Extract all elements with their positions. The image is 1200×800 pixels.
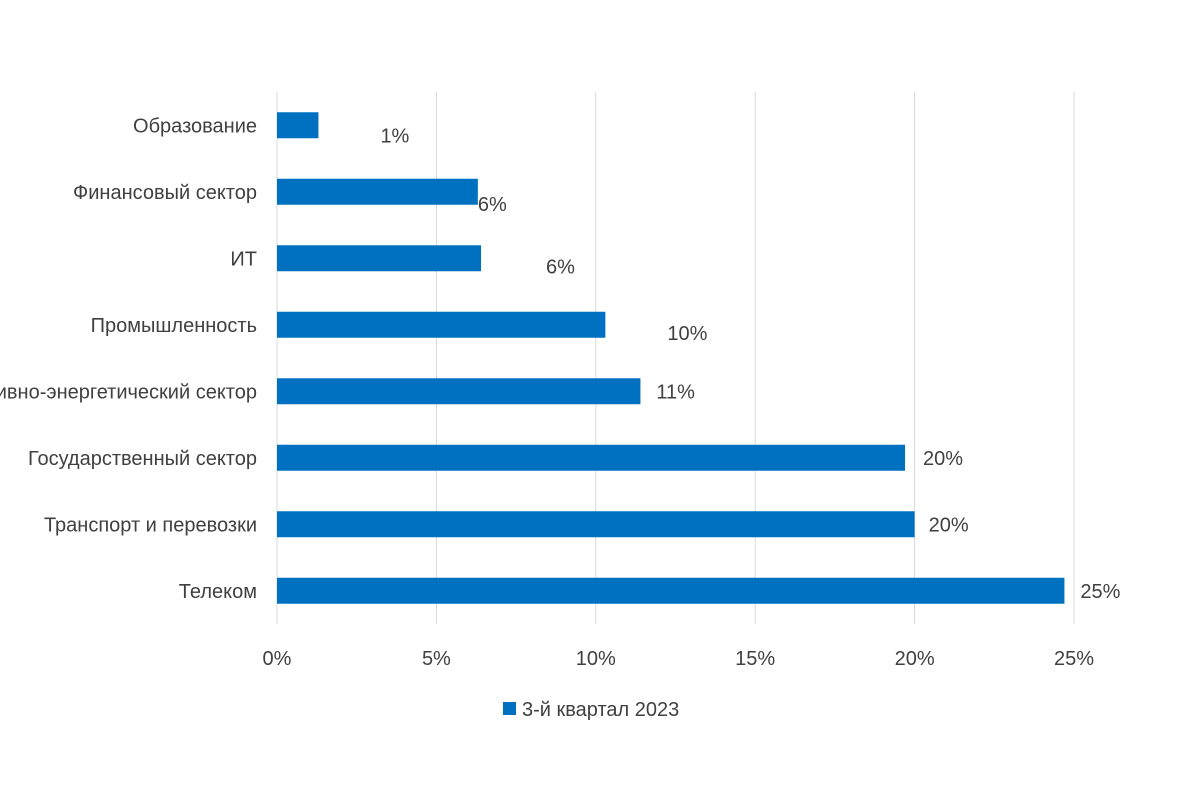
category-label: Образование bbox=[133, 115, 257, 137]
bar bbox=[277, 178, 478, 205]
data-label: 11% bbox=[656, 381, 695, 403]
data-label: 1% bbox=[380, 125, 409, 147]
bars bbox=[277, 112, 1065, 604]
bar bbox=[277, 112, 319, 139]
bar bbox=[277, 444, 906, 471]
x-tick-label: 25% bbox=[1054, 648, 1094, 670]
data-label: 25% bbox=[1080, 581, 1120, 603]
category-label: ИТ bbox=[230, 248, 257, 270]
category-label: Промышленность bbox=[91, 315, 257, 337]
data-label: 20% bbox=[923, 448, 963, 470]
legend-label: 3-й квартал 2023 bbox=[522, 699, 679, 721]
legend-swatch bbox=[503, 702, 516, 715]
bar bbox=[277, 511, 915, 538]
x-tick-label: 5% bbox=[422, 648, 451, 670]
data-label: 6% bbox=[478, 194, 507, 216]
category-label: Государственный сектор bbox=[28, 448, 257, 470]
gridlines bbox=[435, 92, 1075, 624]
x-tick-label: 15% bbox=[735, 648, 775, 670]
category-labels: Образование Финансовый сектор ИТ Промышленн… bbox=[0, 115, 257, 603]
data-labels: 1% 6% 6% 10% 11% 20% 20% 25% bbox=[380, 125, 1120, 603]
x-tick-label: 0% bbox=[263, 648, 292, 670]
x-tick-label: 20% bbox=[895, 648, 935, 670]
category-label: Финансовый сектор bbox=[73, 182, 257, 204]
bar bbox=[277, 577, 1065, 604]
bar bbox=[277, 378, 641, 405]
category-label: Телеком bbox=[179, 581, 257, 603]
bar bbox=[277, 245, 482, 272]
legend: 3-й квартал 2023 bbox=[503, 699, 679, 721]
bar bbox=[277, 311, 606, 338]
data-label: 10% bbox=[667, 323, 707, 345]
x-tick-label: 10% bbox=[576, 648, 616, 670]
data-label: 6% bbox=[546, 256, 575, 278]
category-label: Транспорт и перевозки bbox=[44, 514, 257, 536]
category-label: Топливно-энергетический сектор bbox=[0, 381, 257, 403]
data-label: 20% bbox=[929, 514, 969, 536]
x-tick-labels: 0% 5% 10% 15% 20% 25% bbox=[263, 648, 1095, 670]
